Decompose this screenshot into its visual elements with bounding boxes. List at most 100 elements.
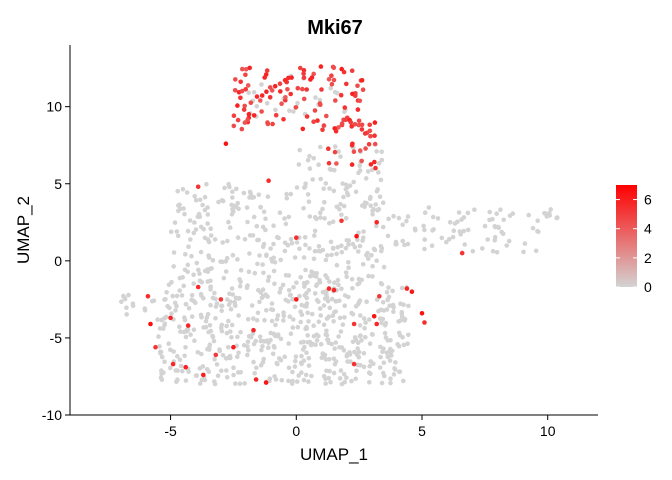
data-point xyxy=(233,77,238,82)
data-point xyxy=(296,162,302,167)
data-point xyxy=(456,210,462,215)
data-point xyxy=(218,297,224,302)
data-point xyxy=(447,220,453,225)
data-point xyxy=(324,316,330,321)
data-point xyxy=(304,326,310,331)
data-point xyxy=(344,274,350,280)
data-point xyxy=(359,338,364,343)
data-point xyxy=(385,354,391,360)
data-point xyxy=(208,233,214,238)
data-point xyxy=(234,186,239,192)
data-point xyxy=(325,253,330,258)
data-point xyxy=(393,360,398,365)
data-point xyxy=(124,305,129,311)
data-point xyxy=(207,344,212,350)
data-point xyxy=(422,320,427,325)
data-point xyxy=(326,286,332,291)
data-point xyxy=(292,255,298,260)
data-point xyxy=(281,313,287,319)
data-point xyxy=(530,225,536,231)
data-point xyxy=(245,83,251,88)
data-point xyxy=(554,215,559,221)
data-point xyxy=(230,252,236,258)
data-point xyxy=(311,71,317,77)
data-point xyxy=(283,297,289,303)
data-point xyxy=(413,228,418,233)
data-point xyxy=(258,338,264,344)
data-point xyxy=(317,277,322,283)
data-point xyxy=(193,373,199,378)
data-point xyxy=(344,353,350,359)
data-point xyxy=(256,192,262,197)
data-point xyxy=(175,233,181,239)
data-point xyxy=(365,169,371,174)
data-point xyxy=(499,229,505,235)
data-point xyxy=(395,342,400,347)
data-point xyxy=(305,333,311,338)
data-point xyxy=(158,349,164,355)
data-point xyxy=(279,377,285,383)
data-point xyxy=(369,252,374,258)
data-point xyxy=(220,353,226,358)
data-point xyxy=(370,208,375,214)
data-point xyxy=(186,244,191,249)
data-point xyxy=(271,241,276,247)
data-point xyxy=(273,112,279,118)
data-point xyxy=(346,260,351,265)
data-point xyxy=(429,243,435,248)
data-point xyxy=(359,122,365,128)
data-point xyxy=(241,190,247,196)
data-point xyxy=(382,323,388,328)
data-point xyxy=(406,332,411,338)
data-point xyxy=(252,370,257,376)
data-point xyxy=(533,248,539,254)
data-point xyxy=(396,369,402,375)
data-point xyxy=(298,309,303,315)
data-point xyxy=(295,85,301,91)
data-point xyxy=(272,281,277,287)
data-point xyxy=(257,334,263,340)
data-point xyxy=(385,297,391,302)
y-tick-label: -5 xyxy=(50,330,63,346)
data-point xyxy=(390,288,395,294)
data-point xyxy=(367,122,373,128)
data-point xyxy=(274,317,280,322)
data-point xyxy=(264,308,269,313)
data-point xyxy=(229,211,235,217)
data-point xyxy=(401,378,406,384)
data-point xyxy=(324,113,329,119)
data-point xyxy=(357,148,363,153)
data-point xyxy=(294,280,299,286)
data-point xyxy=(297,246,302,252)
data-point xyxy=(309,75,315,80)
data-point xyxy=(188,332,193,338)
data-point xyxy=(145,294,151,299)
data-point xyxy=(233,381,238,386)
data-point xyxy=(292,364,298,369)
data-point xyxy=(188,237,193,242)
data-point xyxy=(501,217,507,223)
data-point xyxy=(366,256,371,261)
data-point xyxy=(171,250,177,255)
data-point xyxy=(180,368,185,374)
data-point xyxy=(198,249,204,255)
data-point xyxy=(382,330,388,336)
data-point xyxy=(197,214,203,220)
data-point xyxy=(542,211,548,216)
data-point xyxy=(254,317,260,323)
data-point xyxy=(409,289,415,295)
data-point xyxy=(312,228,318,234)
data-point xyxy=(292,304,298,310)
data-point xyxy=(311,333,317,339)
data-point xyxy=(291,285,296,290)
data-point xyxy=(312,248,318,254)
data-point xyxy=(402,318,408,323)
data-point xyxy=(346,265,351,271)
data-point xyxy=(275,361,280,367)
data-point xyxy=(181,206,186,211)
data-point xyxy=(177,275,183,281)
data-point xyxy=(246,269,252,275)
data-point xyxy=(201,226,206,232)
data-point xyxy=(327,279,332,284)
data-point xyxy=(241,343,247,348)
